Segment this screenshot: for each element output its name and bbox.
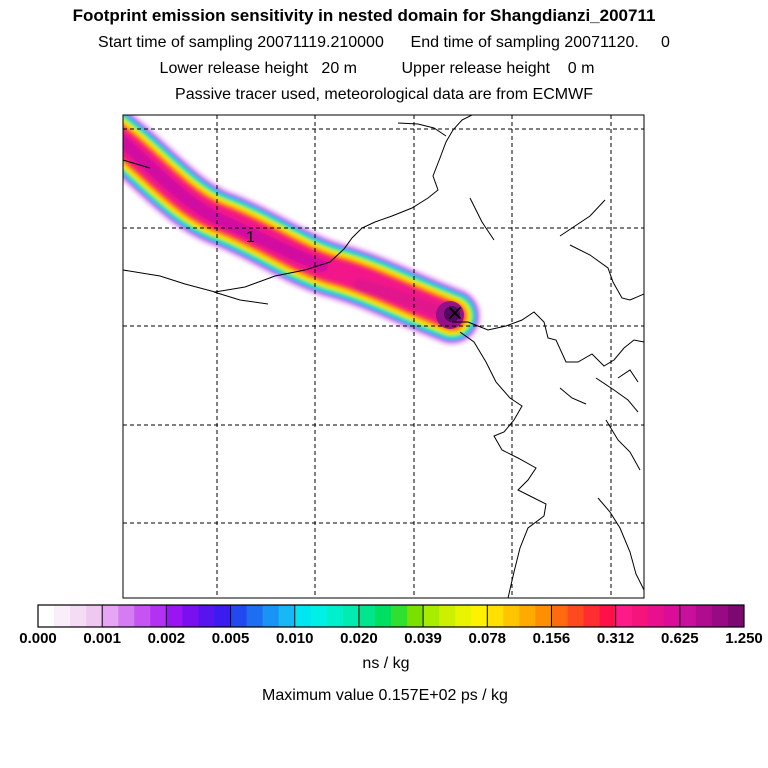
legend-color-swatch	[262, 605, 280, 627]
contour-label: 1	[246, 229, 255, 246]
legend-color-swatch	[54, 605, 71, 627]
legend-color-swatch	[326, 605, 344, 627]
legend-color-swatch	[727, 605, 745, 627]
legend-tick-label: 1.250	[725, 630, 763, 647]
emission-plume	[123, 115, 482, 346]
legend-color-swatch	[455, 605, 472, 627]
legend-color-swatch	[519, 605, 536, 627]
legend-tick-label: 0.005	[211, 630, 250, 647]
legend-tick-label: 0.312	[596, 630, 635, 647]
legend-tick-label: 0.001	[83, 630, 121, 647]
legend-color-swatch	[86, 605, 103, 627]
release-height-line: Lower release height 20 m Upper release …	[159, 60, 595, 77]
coastlines	[123, 115, 644, 598]
map-frame	[122, 114, 645, 599]
map-panel: 1 ×	[123, 115, 644, 598]
legend-colorbar	[38, 605, 745, 627]
legend-color-swatch	[647, 605, 665, 627]
legend-color-swatch	[182, 605, 199, 627]
legend-color-swatch	[487, 605, 504, 627]
legend-tick-label: 0.000	[19, 630, 57, 647]
legend-color-swatch	[102, 605, 119, 627]
legend-tick-label: 0.010	[275, 630, 314, 647]
legend-tick-label: 0.002	[147, 630, 186, 647]
legend-color-swatch	[439, 605, 456, 627]
legend-color-swatch	[278, 605, 296, 627]
legend-color-swatch	[567, 605, 585, 627]
legend-color-swatch	[423, 605, 440, 627]
legend-color-swatch	[599, 605, 617, 627]
legend-color-swatch	[535, 605, 552, 627]
legend-tick-label: 0.020	[340, 630, 378, 647]
legend-color-swatch	[695, 605, 713, 627]
legend-color-swatch	[679, 605, 697, 627]
legend-tick-label: 0.078	[468, 630, 507, 647]
legend-color-swatch	[503, 605, 520, 627]
legend-tick-label: 0.039	[404, 630, 442, 647]
units-label: ns / kg	[362, 655, 410, 672]
graticule	[123, 115, 644, 598]
legend-tick-label: 0.156	[532, 630, 571, 647]
sampling-time-line: Start time of sampling 20071119.210000 E…	[98, 34, 670, 51]
max-value-label: Maximum value 0.157E+02 ps / kg	[262, 687, 508, 704]
legend-color-swatch	[150, 605, 167, 627]
legend-color-swatch	[391, 605, 408, 627]
legend-color-swatch	[615, 605, 633, 627]
legend-color-swatch	[407, 605, 424, 627]
tracer-info-line: Passive tracer used, meteorological data…	[175, 86, 593, 103]
legend-color-swatch	[310, 605, 328, 627]
legend-color-swatch	[118, 605, 135, 627]
plot-title: Footprint emission sensitivity in nested…	[72, 6, 656, 25]
legend-color-swatch	[246, 605, 264, 627]
legend-color-swatch	[198, 605, 215, 627]
legend-frame	[37, 604, 745, 628]
legend-color-swatch	[374, 605, 392, 627]
legend-color-swatch	[214, 605, 232, 627]
legend-color-swatch	[342, 605, 360, 627]
legend-color-swatch	[70, 605, 87, 627]
legend-tick-label: 0.625	[661, 630, 699, 647]
legend-color-swatch	[230, 605, 248, 627]
legend-color-swatch	[631, 605, 649, 627]
legend-dividers	[101, 605, 681, 627]
legend-color-swatch	[471, 605, 488, 627]
legend-color-swatch	[38, 605, 55, 627]
legend-color-swatch	[294, 605, 312, 627]
legend-color-swatch	[711, 605, 729, 627]
legend-color-swatch	[583, 605, 601, 627]
legend-color-swatch	[551, 605, 568, 627]
legend-color-swatch	[166, 605, 183, 627]
legend-color-swatch	[663, 605, 681, 627]
legend-color-swatch	[134, 605, 151, 627]
receptor-marker: ×	[446, 301, 464, 326]
legend-color-swatch	[358, 605, 376, 627]
